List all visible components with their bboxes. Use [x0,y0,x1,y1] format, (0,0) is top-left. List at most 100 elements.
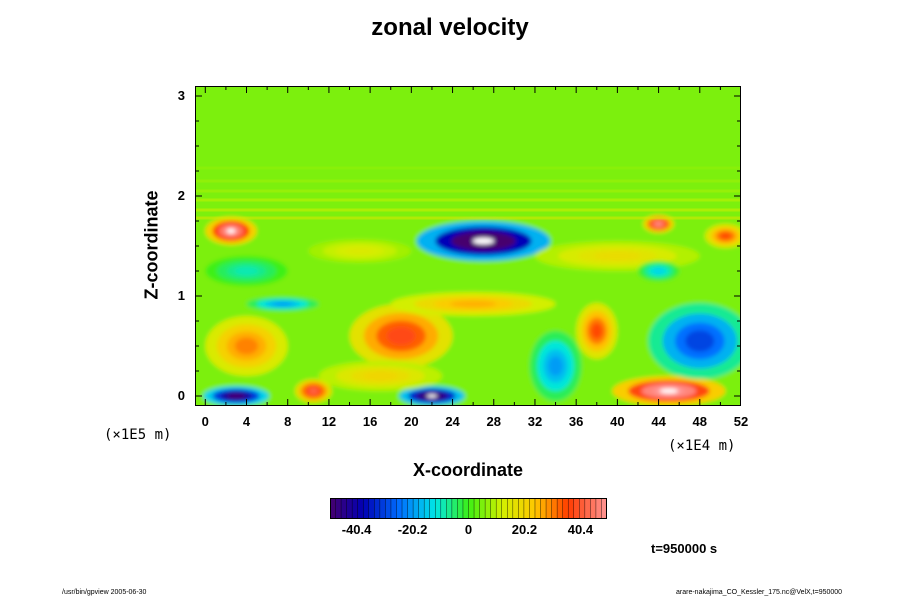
y-tick-label: 0 [177,388,185,403]
colorbar-cell [363,498,370,519]
velocity-cell-9 [648,303,741,379]
colorbar-cell [330,498,336,519]
colorbar-cell [413,498,420,519]
colorbar-cell [468,498,475,519]
colorbar-cell [440,498,447,519]
x-tick-label: 28 [486,414,501,429]
colorbar-cell [523,498,530,519]
wave-band-0 [195,216,741,220]
colorbar-cell [402,498,408,519]
velocity-cell-4 [294,379,333,403]
wave-band-5 [195,166,741,170]
colorbar-cell [485,498,492,519]
colorbar-cell [496,498,503,519]
colorbar-tick-label: -40.4 [341,522,372,537]
colorbar-cell [457,498,464,519]
colorbar-cell [429,498,436,519]
colorbar-cell [424,498,431,519]
x-tick-label: 20 [404,414,419,429]
velocity-cell-18 [318,361,443,391]
y-axis-unit: (×1E5 m) [104,427,172,443]
velocity-cell-15 [308,239,412,263]
colorbar-cell [568,498,575,519]
colorbar-cell [507,498,514,519]
colorbar-cell [490,498,497,519]
colorbar-cell [562,498,569,519]
plot-ticks [195,86,741,406]
colorbar-cell [573,498,580,519]
wave-band-4 [195,179,741,183]
time-label: t=950000 s [651,541,718,556]
colorbar-cell [418,498,425,519]
colorbar-cell [379,498,386,519]
x-axis-label: X-coordinate [412,460,523,480]
colorbar-cell [462,498,469,519]
colorbar-cell [407,498,414,519]
colorbar-tick-label: 0 [464,522,473,537]
colorbar-cell [529,498,536,519]
velocity-cell-3 [612,376,726,406]
colorbar-cell [446,498,453,519]
velocity-cell-8 [576,303,618,359]
colorbar-cell [435,498,442,519]
x-tick-label: 0 [201,414,209,429]
wave-band-3 [195,189,741,193]
colorbar-cell [346,498,353,519]
y-tick-label: 1 [177,288,185,303]
colorbar-cell [385,498,392,519]
colorbar-tick-label: 20.2 [511,522,538,537]
velocity-cell-5 [205,217,257,245]
velocity-cell-13 [390,292,556,316]
velocity-cell-7 [349,304,453,368]
colorbar-cell [374,498,381,519]
colorbar-cell [341,498,348,519]
colorbar-cell [396,498,403,519]
colorbar-cell [557,498,564,519]
colorbar-cell [335,498,342,519]
colorbar-cell [474,498,480,519]
colorbar-cell [546,498,552,519]
y-axis-label: Z-coordinate [141,190,162,300]
x-tick-label: 12 [321,414,337,429]
velocity-cell-19 [205,256,288,286]
colorbar-cell [595,498,602,519]
colorbar-cell [501,498,508,519]
colorbar-cell [584,498,591,519]
velocity-cell-1 [398,386,465,406]
x-tick-label: 8 [284,414,292,429]
wave-band-2 [195,198,741,202]
colorbar-tick-label: -20.2 [397,522,428,537]
colorbar-cell [352,498,359,519]
colorbar-cell [590,498,597,519]
colorbar-cell [579,498,586,519]
x-tick-label: 40 [610,414,625,429]
colorbar-cell [368,498,375,519]
velocity-cell-17 [529,331,582,401]
velocity-cell-12 [704,224,741,248]
colorbar-cell [451,498,458,519]
velocity-cell-2 [203,386,270,406]
x-tick-label: 36 [568,414,584,429]
colorbar-cell [357,498,364,519]
colorbar-tick-label: 40.4 [567,522,594,537]
colorbar-cell [534,498,541,519]
colorbar-cell [512,498,519,519]
footer-right: arare-nakajima_CO_Kessler_175.nc@VelX,t=… [676,589,843,596]
footer-left: /usr/bin/gpview 2005-06-30 [62,589,147,596]
wave-band-1 [195,208,741,212]
chart-title: zonal velocity [371,14,529,41]
x-tick-label: 52 [733,414,749,429]
velocity-cell-0 [416,221,551,261]
heatmap-plot [195,86,741,406]
velocity-cell-10 [205,316,288,376]
colorbar-cell [551,498,558,519]
colorbar-cell [479,498,486,519]
colorbar-cell [518,498,525,519]
x-tick-label: 48 [692,414,708,429]
colorbar-cell [390,498,397,519]
x-tick-label: 32 [527,414,543,429]
x-tick-label: 16 [362,414,378,429]
colorbar [330,498,607,519]
x-tick-label: 24 [445,414,460,429]
y-tick-label: 2 [177,188,185,203]
